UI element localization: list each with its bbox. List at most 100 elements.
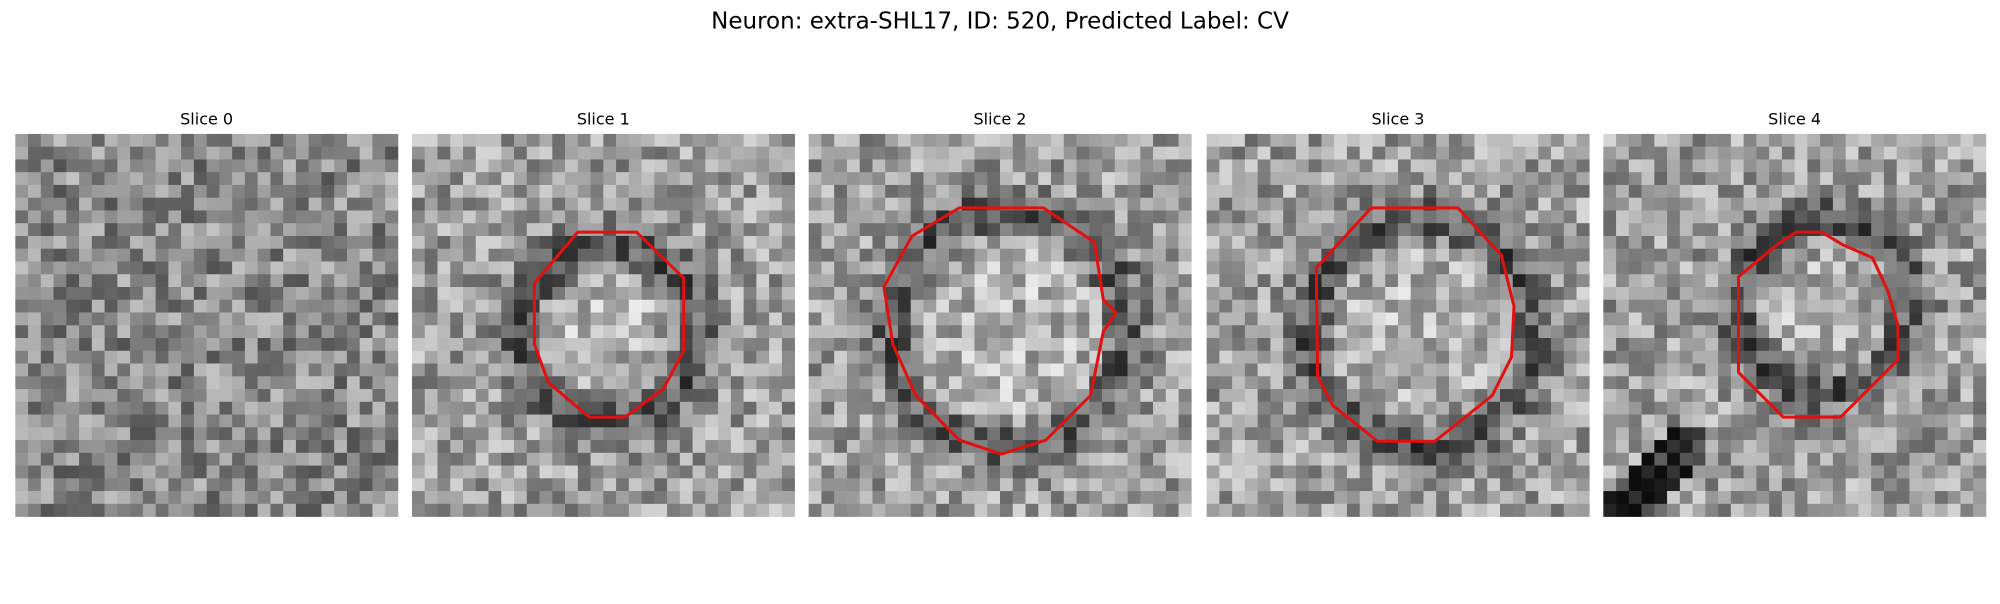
pixel bbox=[1308, 312, 1322, 326]
pixel bbox=[1858, 427, 1872, 441]
pixel bbox=[590, 133, 604, 147]
pixel bbox=[603, 159, 617, 173]
pixel bbox=[577, 312, 591, 326]
pixel bbox=[1474, 478, 1488, 492]
pixel bbox=[1012, 427, 1026, 441]
pixel bbox=[66, 376, 80, 390]
pixel bbox=[1641, 414, 1655, 428]
pixel bbox=[1308, 478, 1322, 492]
pixel bbox=[1436, 172, 1450, 186]
pixel bbox=[910, 363, 924, 377]
pixel bbox=[679, 133, 693, 147]
pixel bbox=[28, 133, 42, 147]
pixel bbox=[1206, 478, 1220, 492]
pixel bbox=[1794, 223, 1808, 237]
pixel bbox=[603, 274, 617, 288]
pixel bbox=[1654, 210, 1668, 224]
pixel bbox=[1679, 235, 1693, 250]
pixel bbox=[1883, 376, 1897, 390]
pixel bbox=[1410, 286, 1424, 301]
pixel bbox=[244, 503, 258, 517]
pixel bbox=[1359, 478, 1373, 492]
pixel bbox=[743, 248, 757, 262]
pixel bbox=[1114, 452, 1128, 466]
pixel bbox=[79, 210, 93, 224]
pixel bbox=[1922, 325, 1936, 339]
pixel bbox=[756, 223, 770, 237]
pixel bbox=[1922, 146, 1936, 160]
pixel bbox=[1372, 414, 1386, 428]
pixel bbox=[1845, 146, 1859, 160]
pixel bbox=[808, 286, 822, 301]
pixel bbox=[590, 478, 604, 492]
pixel bbox=[923, 172, 937, 186]
pixel bbox=[1896, 414, 1910, 428]
pixel bbox=[821, 223, 835, 237]
pixel bbox=[1500, 299, 1514, 313]
pixel bbox=[283, 235, 297, 250]
pixel bbox=[1781, 401, 1795, 415]
pixel bbox=[1270, 363, 1284, 377]
pixel bbox=[1025, 299, 1039, 313]
pixel bbox=[1576, 286, 1590, 301]
pixel bbox=[1705, 248, 1719, 262]
pixel bbox=[1794, 172, 1808, 186]
pixel bbox=[590, 274, 604, 288]
pixel bbox=[53, 338, 67, 352]
pixel bbox=[769, 248, 783, 262]
pixel bbox=[104, 210, 118, 224]
pixel bbox=[743, 376, 757, 390]
pixel bbox=[1769, 197, 1783, 211]
pixel bbox=[1641, 427, 1655, 441]
pixel bbox=[885, 414, 899, 428]
pixel bbox=[1883, 133, 1897, 147]
pixel bbox=[1512, 235, 1526, 250]
pixel bbox=[155, 350, 169, 364]
pixel bbox=[565, 261, 579, 275]
pixel bbox=[117, 440, 131, 454]
pixel bbox=[1641, 401, 1655, 415]
pixel bbox=[603, 299, 617, 313]
pixel bbox=[1397, 159, 1412, 173]
pixel bbox=[1896, 286, 1910, 301]
pixel bbox=[743, 427, 757, 441]
pixel bbox=[1321, 133, 1335, 147]
pixel bbox=[1538, 235, 1552, 250]
pixel bbox=[769, 312, 783, 326]
pixel bbox=[155, 478, 169, 492]
pixel bbox=[616, 363, 630, 377]
pixel bbox=[295, 465, 309, 479]
pixel bbox=[334, 338, 348, 352]
pixel bbox=[1219, 274, 1233, 288]
pixel bbox=[936, 325, 950, 339]
pixel bbox=[1909, 338, 1923, 352]
pixel bbox=[1270, 452, 1284, 466]
pixel bbox=[641, 414, 655, 428]
pixel bbox=[295, 248, 309, 262]
pixel bbox=[1500, 465, 1514, 479]
pixel bbox=[1448, 172, 1463, 186]
pixel bbox=[948, 363, 963, 377]
pixel bbox=[334, 133, 348, 147]
pixel bbox=[910, 312, 924, 326]
pixel bbox=[1000, 414, 1014, 428]
pixel bbox=[961, 338, 975, 352]
pixel bbox=[1896, 235, 1910, 250]
pixel bbox=[308, 261, 322, 275]
pixel bbox=[475, 261, 489, 275]
pixel bbox=[961, 274, 975, 288]
pixel bbox=[1628, 363, 1642, 377]
pixel bbox=[1436, 325, 1450, 339]
pixel bbox=[616, 478, 630, 492]
pixel bbox=[1616, 325, 1630, 339]
pixel bbox=[769, 261, 783, 275]
pixel bbox=[270, 376, 284, 390]
pixel bbox=[1871, 197, 1885, 211]
pixel bbox=[321, 184, 335, 199]
pixel bbox=[948, 376, 963, 390]
pixel bbox=[1178, 312, 1192, 326]
pixel bbox=[308, 146, 322, 160]
pixel bbox=[910, 491, 924, 505]
pixel bbox=[1807, 440, 1821, 454]
pixel bbox=[79, 172, 93, 186]
